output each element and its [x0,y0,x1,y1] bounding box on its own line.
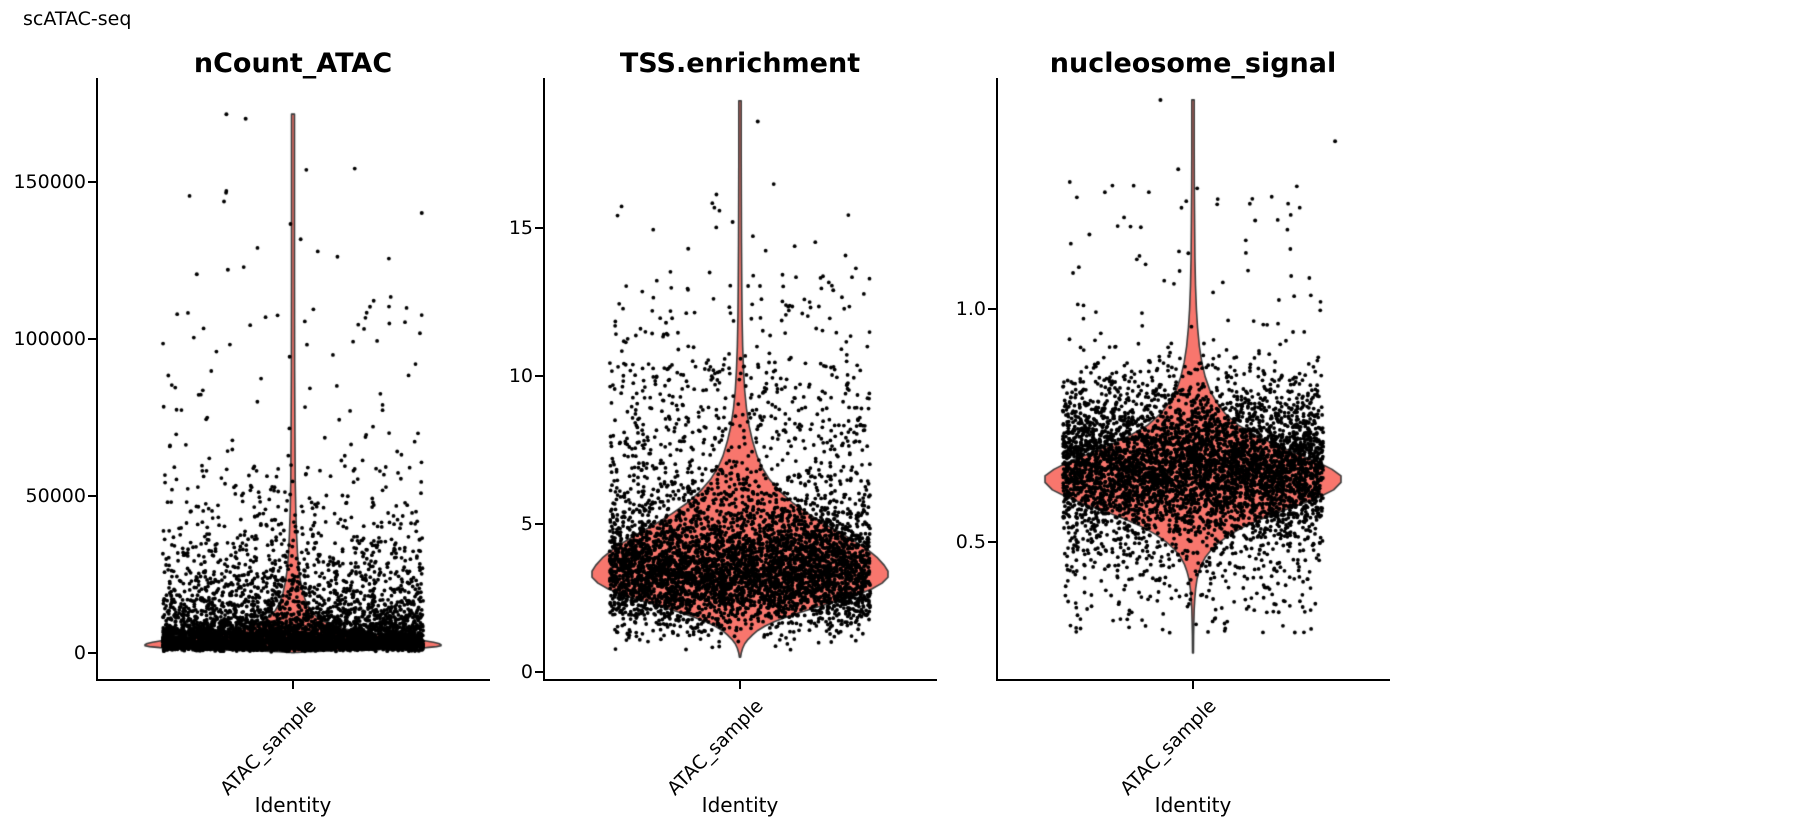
x-axis-spine-ncount-atac [96,679,490,681]
y-tick-label-tss-enrichment: 5 [520,512,533,535]
y-tick-label-tss-enrichment: 10 [508,364,533,387]
y-tick-label-ncount-atac: 0 [73,641,86,664]
y-tick-label-ncount-atac: 150000 [13,170,86,193]
y-tick-label-ncount-atac: 100000 [13,327,86,350]
x-axis-title-nucleosome-signal: Identity [1154,793,1232,817]
x-axis-spine-tss-enrichment [543,679,937,681]
y-tick-mark-nucleosome-signal [988,541,996,544]
y-tick-mark-ncount-atac [88,337,96,340]
y-tick-mark-tss-enrichment [535,670,543,673]
y-tick-label-nucleosome-signal: 1.0 [955,298,986,321]
y-tick-label-tss-enrichment: 0 [520,660,533,683]
x-axis-title-ncount-atac: Identity [254,793,332,817]
violin-canvas-nucleosome-signal [998,70,1388,690]
y-tick-mark-tss-enrichment [535,227,543,230]
x-axis-spine-nucleosome-signal [996,679,1390,681]
x-tick-label-tss-enrichment: ATAC_sample [662,695,768,800]
x-tick-mark-nucleosome-signal [1192,681,1194,689]
violin-canvas-tss-enrichment [545,70,935,690]
y-axis-spine-tss-enrichment [543,78,545,681]
x-tick-mark-ncount-atac [292,681,294,689]
y-tick-mark-tss-enrichment [535,374,543,377]
y-axis-spine-nucleosome-signal [996,78,998,681]
x-tick-label-nucleosome-signal: ATAC_sample [1115,695,1221,800]
figure-suptitle: scATAC-seq [23,8,132,30]
y-tick-mark-tss-enrichment [535,522,543,525]
x-tick-label-ncount-atac: ATAC_sample [215,695,321,800]
x-axis-title-tss-enrichment: Identity [701,793,779,817]
y-tick-label-ncount-atac: 50000 [25,484,86,507]
y-tick-mark-nucleosome-signal [988,308,996,311]
y-tick-label-tss-enrichment: 15 [508,217,533,240]
violin-canvas-ncount-atac [98,70,488,690]
y-tick-mark-ncount-atac [88,651,96,654]
y-tick-label-nucleosome-signal: 0.5 [955,531,986,554]
x-tick-mark-tss-enrichment [739,681,741,689]
y-tick-mark-ncount-atac [88,494,96,497]
y-tick-mark-ncount-atac [88,180,96,183]
y-axis-spine-ncount-atac [96,78,98,681]
